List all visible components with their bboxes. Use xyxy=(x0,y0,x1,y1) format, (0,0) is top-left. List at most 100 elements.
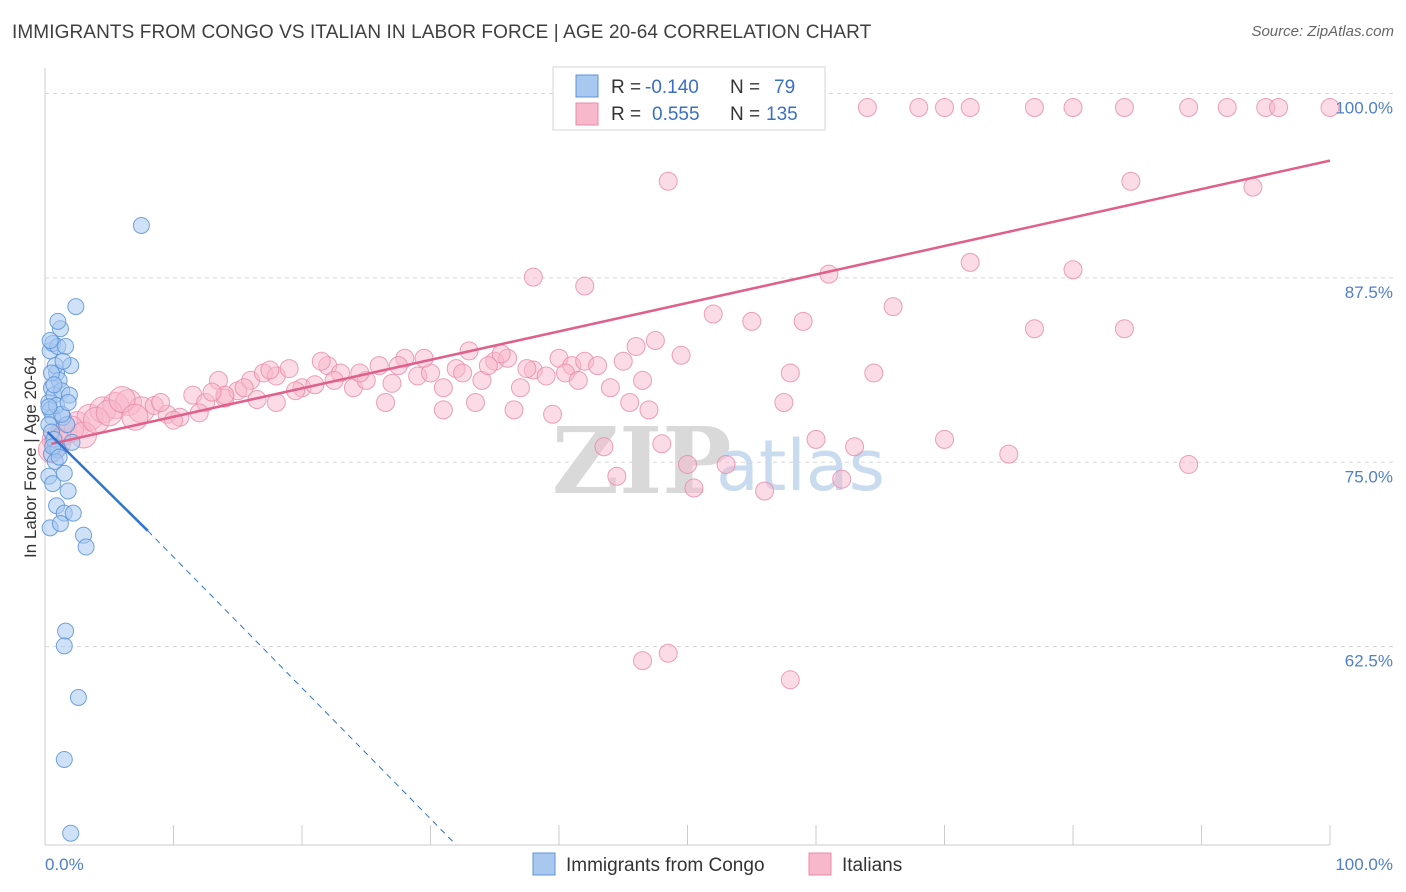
chart-title: IMMIGRANTS FROM CONGO VS ITALIAN IN LABO… xyxy=(12,22,872,43)
italian-point xyxy=(543,404,563,424)
gridlines xyxy=(45,93,1393,648)
italian-point xyxy=(575,276,595,296)
italian-point xyxy=(504,400,524,420)
italian-point xyxy=(202,382,222,402)
italian-point xyxy=(1320,98,1340,117)
congo-point xyxy=(64,504,82,522)
congo-point xyxy=(54,352,72,370)
congo-point xyxy=(57,337,75,355)
congo-point xyxy=(132,217,150,234)
y-tick-label: 100.0% xyxy=(1335,99,1393,118)
italian-point xyxy=(1121,171,1141,191)
congo-point xyxy=(59,482,77,500)
legend: R = -0.140 N = 79 R = 0.555 N = 135 xyxy=(552,66,826,131)
italian-point xyxy=(234,378,254,398)
italian-point xyxy=(645,331,665,351)
chart-source: Source: ZipAtlas.com xyxy=(1251,23,1394,40)
italian-point xyxy=(433,378,453,398)
italian-point xyxy=(1179,454,1199,474)
legend-r-label-italian: R = xyxy=(611,104,641,125)
italian-point xyxy=(716,454,736,474)
congo-point xyxy=(55,464,73,482)
watermark-zip: ZIP xyxy=(552,407,731,515)
congo-points xyxy=(40,217,150,842)
congo-point xyxy=(51,514,69,532)
italian-point xyxy=(1024,319,1044,339)
legend-swatch-italian xyxy=(575,102,599,126)
italian-point xyxy=(1063,260,1083,280)
italian-point xyxy=(633,370,653,390)
legend-n-label-congo: N = xyxy=(730,77,760,98)
congo-point xyxy=(41,332,59,350)
bottom-legend: Immigrants from Congo Italians xyxy=(532,852,902,876)
italian-point xyxy=(517,359,537,379)
italian-point xyxy=(832,469,852,489)
congo-point xyxy=(49,312,67,330)
italian-point xyxy=(793,311,813,331)
italian-point xyxy=(600,378,620,398)
italian-point xyxy=(491,344,511,364)
italian-point xyxy=(935,429,954,449)
italian-point xyxy=(260,360,280,380)
italian-point xyxy=(478,356,498,376)
italian-point xyxy=(164,410,183,430)
italian-point xyxy=(414,348,434,368)
italian-point xyxy=(703,304,723,324)
italian-point xyxy=(1114,98,1134,117)
italian-point xyxy=(382,373,402,393)
congo-point xyxy=(55,637,73,655)
italian-point xyxy=(433,400,453,420)
legend-r-value-italian: 0.555 xyxy=(652,104,700,125)
trendlines xyxy=(46,159,1331,846)
y-tick-label: 75.0% xyxy=(1345,467,1393,486)
italian-point xyxy=(620,393,640,412)
italian-point xyxy=(376,393,396,412)
italian-point xyxy=(453,363,473,383)
italian-point xyxy=(633,651,653,671)
congo-point xyxy=(45,376,63,394)
congo-point xyxy=(63,433,81,451)
italian-point xyxy=(311,351,331,371)
bottom-legend-label-congo: Immigrants from Congo xyxy=(566,855,765,876)
italian-point xyxy=(845,437,865,457)
congo-trendline-extension xyxy=(147,530,457,846)
bottom-legend-swatch-congo xyxy=(532,852,556,876)
legend-n-value-italian: 135 xyxy=(766,104,798,125)
italian-point xyxy=(1269,98,1289,117)
italian-point xyxy=(607,466,627,486)
italian-point xyxy=(594,437,614,457)
watermark-atlas: atlas xyxy=(716,425,885,507)
italian-point xyxy=(1114,319,1134,339)
congo-point xyxy=(67,298,85,316)
y-tick-label: 62.5% xyxy=(1345,652,1393,671)
legend-n-value-congo: 79 xyxy=(774,77,795,98)
y-tick-labels: 62.5% 75.0% 87.5% 100.0% xyxy=(1335,99,1393,671)
italian-point xyxy=(864,363,884,383)
legend-swatch-congo xyxy=(575,74,599,98)
congo-point xyxy=(69,689,87,706)
italian-point xyxy=(1179,98,1199,117)
italian-point xyxy=(999,444,1019,464)
congo-trendline xyxy=(46,431,149,532)
x-tick-labels: 0.0% 100.0% xyxy=(45,855,1393,874)
italian-point xyxy=(465,393,485,412)
italian-point xyxy=(658,643,678,663)
x-tick-label: 0.0% xyxy=(45,855,84,874)
italian-point xyxy=(671,345,691,365)
congo-point xyxy=(40,398,58,416)
bottom-legend-swatch-italian xyxy=(808,852,832,876)
congo-point xyxy=(62,824,80,842)
italian-point xyxy=(935,98,954,117)
italian-point xyxy=(678,454,697,474)
italian-point xyxy=(658,171,678,191)
italian-point xyxy=(806,429,826,449)
italian-points xyxy=(37,98,1340,690)
legend-n-label-italian: N = xyxy=(730,104,760,125)
congo-point xyxy=(44,475,62,493)
congo-point xyxy=(50,448,68,466)
italian-point xyxy=(652,434,672,454)
italian-point xyxy=(1024,98,1044,117)
italian-point xyxy=(780,670,800,690)
italian-point xyxy=(1217,98,1237,117)
